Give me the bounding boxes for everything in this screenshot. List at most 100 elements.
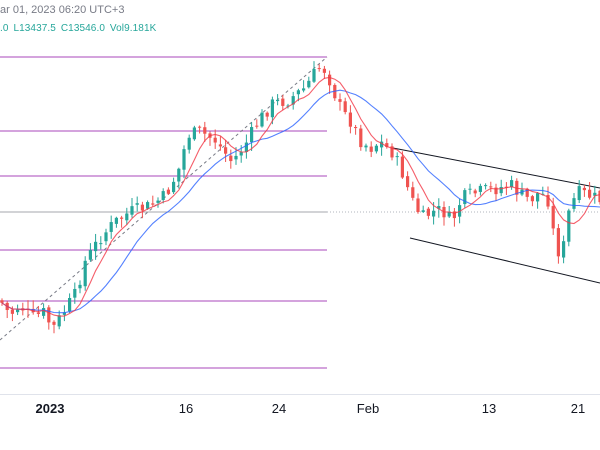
header-ohlc: .0 L13437.5 C13546.0 Vol9.181K (0, 23, 158, 34)
candle-body (468, 188, 472, 190)
candle-body (390, 146, 394, 158)
candle-body (260, 112, 264, 127)
candles (0, 61, 600, 334)
candle-body (380, 141, 384, 148)
candle-body (291, 96, 295, 105)
ohlc-low: L13437.5 (13, 23, 56, 34)
candle-body (187, 137, 191, 150)
candle-body (572, 198, 576, 209)
candle-body (88, 250, 92, 260)
candle-body (172, 181, 176, 193)
candle-body (400, 156, 404, 178)
candle-body (218, 144, 222, 147)
candle-body (16, 309, 20, 313)
candle-body (276, 99, 280, 102)
candle-body (114, 217, 118, 224)
header-date: ar 01, 2023 06:20 UTC+3 (0, 4, 125, 16)
ma-fast-line (1, 76, 600, 317)
candle-body (478, 185, 482, 192)
candle-body (562, 241, 566, 258)
candle-body (203, 127, 207, 134)
candle-body (296, 90, 300, 95)
candle-body (473, 190, 477, 194)
candle-body (312, 68, 316, 82)
candle-body (582, 187, 586, 191)
candle-body (588, 189, 592, 198)
candle-body (135, 203, 139, 205)
candle-body (140, 204, 144, 211)
x-axis-line (0, 394, 600, 395)
chart-header: ar 01, 2023 06:20 UTC+3 .0 L13437.5 C135… (0, 0, 600, 36)
candle-body (42, 308, 46, 316)
candle-body (270, 99, 274, 118)
ohlc-volume: Vol9.181K (109, 23, 157, 34)
candle-body (78, 284, 82, 289)
candle-body (421, 210, 425, 212)
candle-body (411, 187, 415, 198)
candle-body (120, 217, 124, 219)
candle-body (307, 80, 311, 88)
candle-body (499, 187, 503, 194)
candle-body (10, 309, 14, 314)
candle-body (577, 186, 581, 201)
candle-body (484, 185, 488, 187)
candle-body (437, 205, 441, 209)
candle-body (338, 99, 342, 102)
candle-body (593, 192, 597, 196)
candle-body (255, 125, 259, 127)
candle-body (213, 137, 217, 143)
candle-body (317, 68, 321, 70)
candle-body (494, 187, 498, 195)
channel-upper-line (392, 147, 600, 189)
candle-body (146, 202, 150, 209)
candle-body (432, 210, 436, 217)
candle-body (416, 198, 420, 213)
candle-body (109, 222, 113, 232)
candle-body (68, 298, 72, 312)
candle-body (556, 228, 560, 257)
candle-body (125, 213, 129, 221)
fibonacci-levels (0, 56, 600, 369)
candle-body (83, 260, 87, 287)
candle-body (343, 101, 347, 113)
candle-body (525, 188, 529, 197)
candle-body (224, 147, 228, 154)
candle-body (359, 128, 363, 148)
candle-body (348, 112, 352, 127)
candle-body (177, 168, 181, 182)
candle-body (364, 145, 368, 148)
candle-body (463, 190, 467, 205)
candle-body (489, 186, 493, 188)
candle-body (281, 98, 285, 106)
candle-body (250, 127, 254, 143)
candle-body (546, 194, 550, 207)
candle-body (47, 307, 51, 323)
candle-body (73, 288, 77, 298)
candle-body (374, 145, 378, 152)
candle-body (302, 88, 306, 91)
x-tick-label: 2023 (35, 401, 65, 416)
candle-body (510, 180, 514, 188)
candle-body (57, 315, 61, 327)
moving-averages (1, 76, 600, 317)
descending-channel (392, 147, 600, 284)
candle-body (567, 210, 571, 242)
candle-body (551, 206, 555, 229)
candle-body (385, 143, 389, 147)
candle-body (156, 200, 160, 203)
candle-body (328, 74, 332, 86)
candle-body (530, 196, 534, 202)
candle-body (161, 191, 165, 201)
plot-area[interactable] (0, 0, 600, 394)
candle-body (182, 149, 186, 170)
candle-body (406, 176, 410, 188)
candle-body (286, 105, 290, 107)
candle-body (426, 208, 430, 216)
candle-body (94, 241, 98, 252)
candle-body (354, 127, 358, 129)
candle-body (229, 155, 233, 162)
candle-body (192, 127, 196, 140)
ma-slow-line (1, 89, 600, 314)
candle-body (239, 152, 243, 156)
